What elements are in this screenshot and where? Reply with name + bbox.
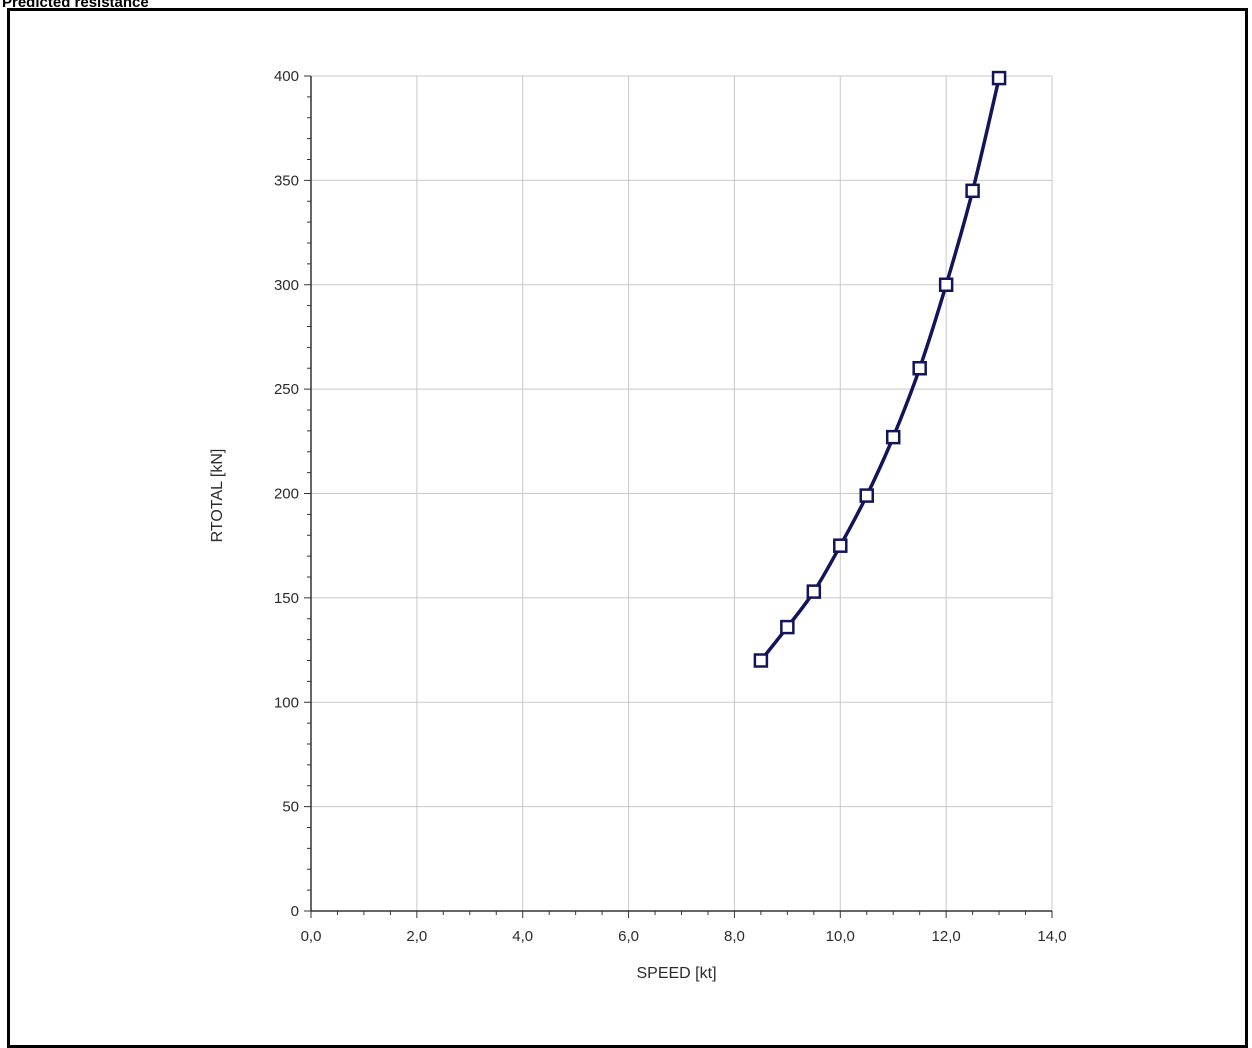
y-tick-label: 200 — [274, 486, 299, 503]
x-tick-label: 14,0 — [1037, 928, 1066, 945]
data-point-marker — [991, 70, 1007, 86]
y-tick-label: 400 — [274, 68, 299, 85]
x-tick-label: 8,0 — [724, 928, 745, 945]
data-point-marker — [806, 584, 822, 599]
series-line — [759, 77, 1001, 662]
y-tick-label: 0 — [291, 903, 299, 920]
y-tick-label: 50 — [282, 799, 299, 816]
y-axis-title: RTOTAL [kN] — [209, 449, 226, 543]
data-point-marker — [833, 538, 848, 553]
y-tick-label: 250 — [274, 381, 299, 398]
data-point-marker — [859, 488, 874, 503]
series-layer — [753, 70, 1007, 668]
chart-frame — [7, 8, 1248, 1048]
x-tick-label: 4,0 — [512, 928, 533, 945]
panel-title: Predicted resistance — [2, 0, 149, 11]
x-axis-title: SPEED [kt] — [636, 965, 716, 982]
y-tick-label: 300 — [274, 277, 299, 294]
data-point-marker — [965, 183, 980, 199]
data-point-marker — [885, 429, 901, 445]
x-tick-label: 0,0 — [301, 928, 322, 945]
y-tick-label: 100 — [274, 694, 299, 711]
axis-layer: 0,0 2,0 4,0 6,0 8,0 10,0 12,0 14,0 0 50 100 150 200 2… — [274, 68, 1067, 945]
data-point-marker — [912, 361, 927, 376]
data-point-marker — [938, 277, 954, 292]
x-tick-label: 10,0 — [826, 928, 855, 945]
grid-layer — [311, 75, 1053, 911]
x-tick-label: 6,0 — [618, 928, 639, 945]
data-point-marker — [753, 653, 769, 668]
x-tick-label: 12,0 — [932, 928, 961, 945]
x-tick-label: 2,0 — [406, 928, 427, 945]
y-tick-label: 150 — [274, 590, 299, 607]
y-tick-label: 350 — [274, 172, 299, 189]
data-point-marker — [780, 619, 795, 635]
